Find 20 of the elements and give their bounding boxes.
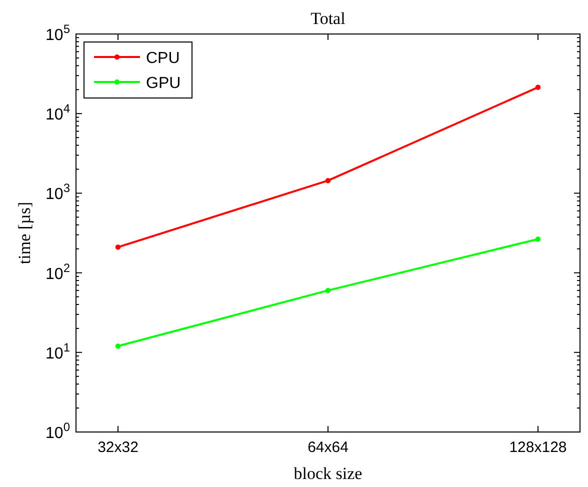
point — [325, 178, 331, 184]
x-axis-title: block size — [294, 464, 362, 483]
legend-label: GPU — [146, 75, 181, 92]
x-tick-label: 32x32 — [98, 439, 138, 456]
legend-label: CPU — [146, 50, 180, 67]
y-tick-label: 10$^{3}$ — [46, 181, 70, 204]
x-tick-label: 64x64 — [308, 439, 348, 456]
x-tick-label: 128x128 — [509, 439, 567, 456]
y-tick-label: 10$^{1}$ — [46, 340, 70, 362]
y-tick-label: 10$^{5}$ — [46, 22, 70, 44]
point — [115, 244, 121, 250]
chart-title: Total — [310, 9, 346, 28]
y-axis-title: time [µs] — [15, 202, 34, 264]
point — [535, 236, 541, 242]
y-tick-label: 10$^{2}$ — [46, 260, 70, 283]
point — [535, 84, 541, 90]
point — [325, 288, 331, 294]
y-tick-label: 10$^{0}$ — [46, 420, 70, 442]
point — [115, 343, 121, 349]
y-tick-label: 10$^{4}$ — [46, 102, 70, 124]
